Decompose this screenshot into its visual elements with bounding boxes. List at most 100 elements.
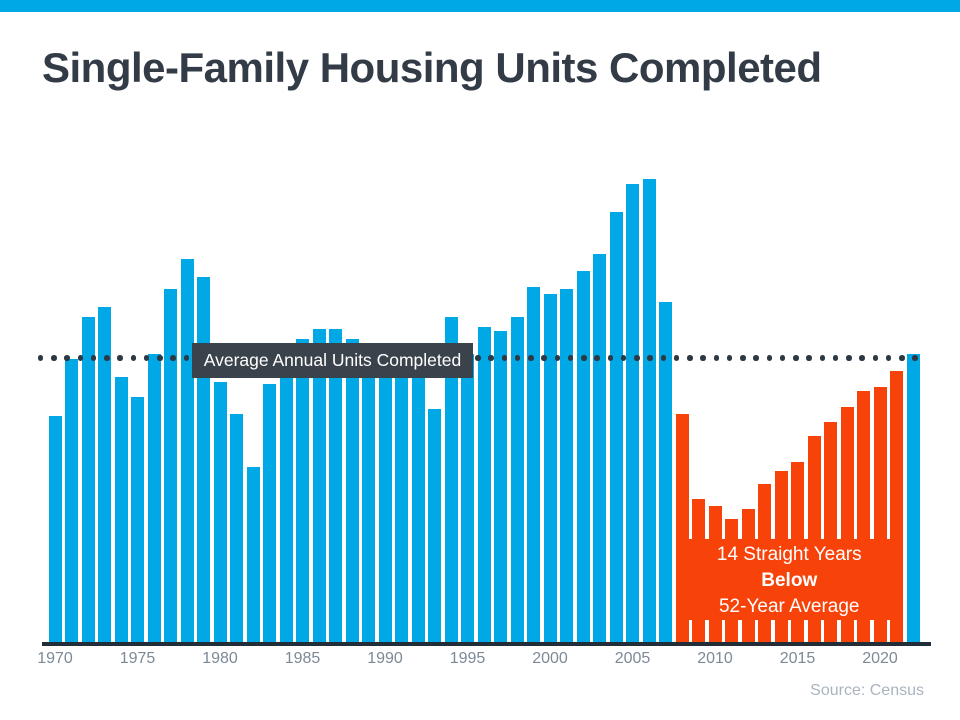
average-line-dot — [554, 355, 560, 361]
bar-1977 — [164, 289, 177, 646]
bar-1970 — [48, 415, 62, 646]
average-line-dot — [726, 355, 733, 361]
average-line-dot — [104, 355, 110, 361]
average-line-dot — [806, 355, 812, 361]
average-line-label: Average Annual Units Completed — [192, 343, 473, 378]
average-line-dot — [143, 355, 150, 361]
bar-1982 — [246, 467, 260, 646]
average-line-dot — [77, 355, 83, 361]
bar-1981 — [230, 414, 243, 646]
brand-accent-strip — [0, 0, 960, 12]
bar-1987 — [329, 329, 342, 646]
average-line-dot — [90, 355, 97, 361]
bar-1997 — [494, 330, 507, 646]
average-line-dot — [51, 355, 57, 361]
average-line-dot — [766, 355, 772, 361]
average-line-dot — [687, 355, 693, 361]
x-axis-line — [42, 641, 931, 646]
average-line-dot — [594, 355, 600, 361]
average-line-dot — [832, 355, 839, 361]
x-tick-1970: 1970 — [37, 650, 73, 667]
bar-2003 — [593, 253, 606, 646]
bar-2000 — [543, 294, 557, 646]
bar-2007 — [659, 301, 672, 646]
average-line-dot — [872, 355, 878, 361]
x-tick-1980: 1980 — [202, 650, 238, 667]
bar-1979 — [197, 277, 210, 646]
x-tick-2000: 2000 — [532, 650, 568, 667]
average-line-dot — [753, 355, 759, 361]
average-line-dot — [514, 355, 521, 361]
average-line-dot — [501, 355, 507, 361]
average-line-dot — [157, 355, 163, 361]
x-tick-2010: 2010 — [697, 650, 733, 667]
x-tick-1975: 1975 — [119, 650, 156, 667]
bar-1988 — [345, 339, 359, 646]
bar-1980 — [213, 382, 227, 646]
bar-1996 — [477, 326, 491, 646]
average-line-dot — [779, 355, 786, 361]
bar-2004 — [609, 211, 623, 646]
average-line-dot — [859, 355, 865, 361]
x-tick-2015: 2015 — [779, 650, 816, 667]
bar-1972 — [81, 317, 95, 646]
average-line-dot — [647, 355, 653, 361]
bar-1993 — [428, 409, 441, 646]
average-line-dot — [475, 355, 481, 361]
x-tick-2020: 2020 — [862, 650, 898, 667]
average-line-dot — [660, 355, 666, 361]
bar-1978 — [180, 259, 194, 646]
bar-1974 — [114, 376, 128, 646]
average-line-dot — [567, 355, 574, 361]
annotation-line-3: 52-Year Average — [718, 596, 860, 617]
average-line-dot — [700, 355, 706, 361]
average-line-dot — [170, 355, 176, 361]
bar-1973 — [98, 306, 111, 646]
bar-1985 — [296, 339, 309, 646]
average-line-dot — [528, 355, 534, 361]
bar-1976 — [147, 353, 161, 646]
source-credit: Source: Census — [810, 682, 924, 699]
bar-1971 — [65, 358, 78, 646]
average-line-dot — [634, 355, 640, 361]
bar-1984 — [279, 353, 293, 646]
average-line-dot — [541, 355, 547, 361]
below-average-annotation: 14 Straight Years Below 52-Year Average — [675, 539, 903, 620]
average-line-dot — [819, 355, 825, 361]
bar-1983 — [263, 383, 276, 646]
bar-2022 — [906, 353, 920, 646]
bar-2006 — [642, 178, 656, 646]
bar-2002 — [576, 270, 590, 646]
bar-1991 — [395, 375, 408, 646]
average-line-dot — [673, 355, 680, 361]
bar-1998 — [510, 316, 524, 646]
average-line-dot — [64, 355, 70, 361]
bar-1994 — [444, 317, 458, 646]
average-line-dot — [581, 355, 587, 361]
page-title: Single-Family Housing Units Completed — [42, 44, 822, 91]
average-line-dot — [607, 355, 613, 361]
bar-2005 — [626, 183, 639, 646]
x-tick-2005: 2005 — [614, 650, 651, 667]
bar-1999 — [527, 287, 540, 646]
average-line-dot — [846, 355, 852, 361]
annotation-line-2: Below — [761, 570, 818, 591]
average-line-dot — [912, 355, 918, 361]
bar-1992 — [411, 372, 425, 646]
bar-1995 — [461, 354, 474, 646]
average-line-dot — [488, 355, 494, 361]
average-line-dot — [740, 355, 746, 361]
average-line-dot — [183, 355, 189, 361]
x-tick-1985: 1985 — [284, 650, 321, 667]
bar-1986 — [312, 329, 326, 646]
bar-2001 — [560, 289, 573, 646]
average-line-dot — [793, 355, 799, 361]
average-line-dot — [713, 355, 719, 361]
annotation-line-1: 14 Straight Years — [716, 544, 862, 565]
bar-1989 — [362, 361, 375, 646]
average-line-dot — [37, 355, 44, 361]
average-line-dot — [899, 355, 905, 361]
average-line-dot — [130, 355, 136, 361]
bar-1975 — [131, 397, 144, 646]
